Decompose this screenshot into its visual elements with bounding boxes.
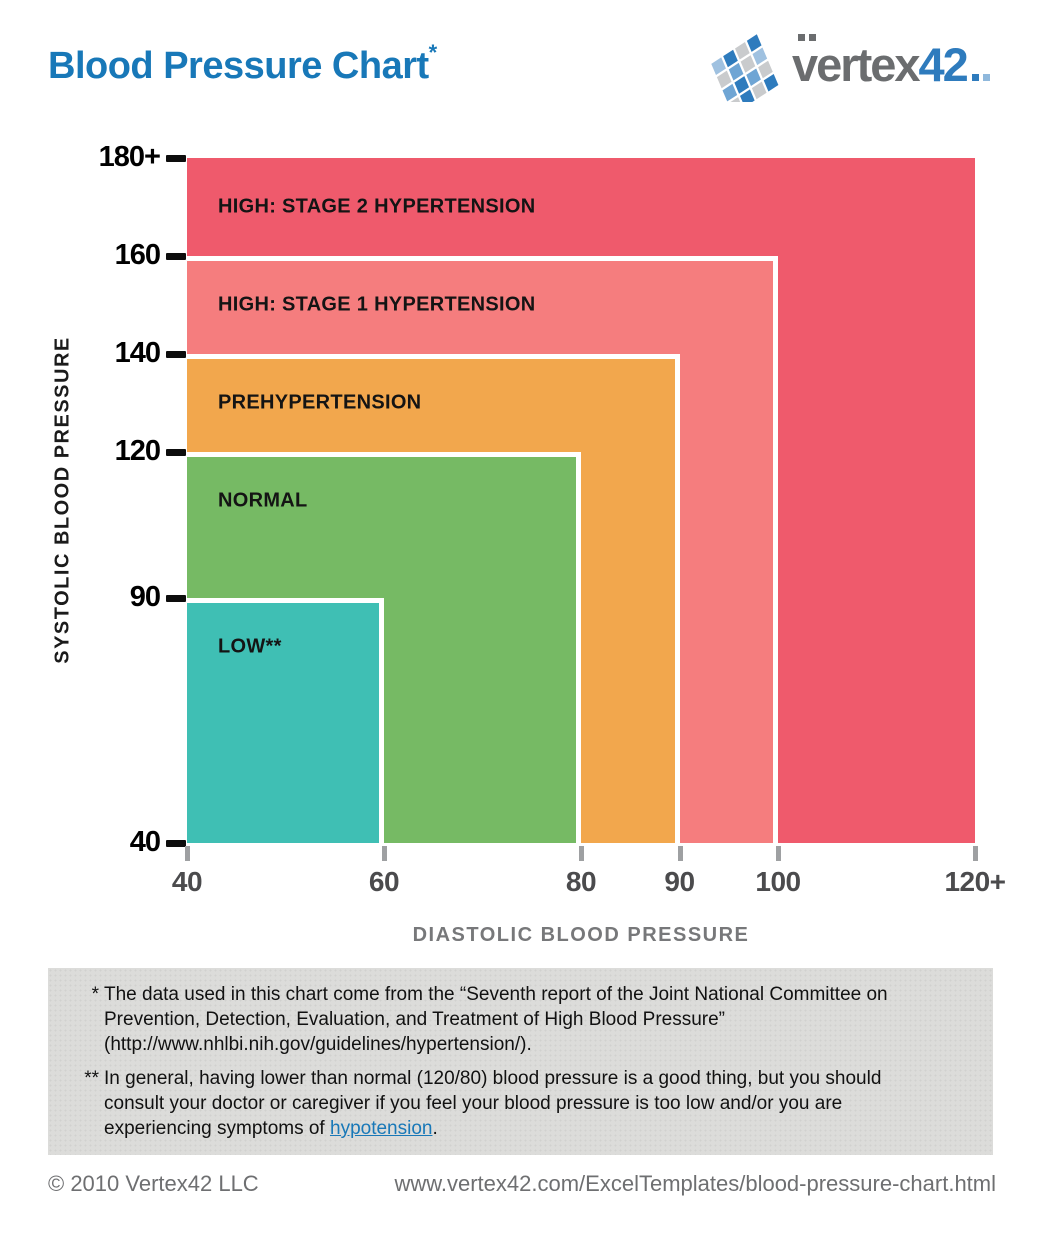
region-label: LOW** [218, 635, 282, 658]
region-label: NORMAL [218, 489, 308, 512]
footnote-marker: * [91, 984, 99, 1005]
y-axis-tick [166, 840, 186, 847]
title-asterisk: * [428, 40, 438, 65]
x-axis-tick [382, 846, 387, 861]
region-label: HIGH: STAGE 2 HYPERTENSION [218, 195, 536, 218]
y-axis-tick [166, 252, 186, 260]
page-title: Blood Pressure Chart* [48, 40, 438, 87]
footnote-source: * The data used in this chart come from … [48, 982, 993, 1057]
x-axis-tick [185, 846, 190, 861]
y-axis-tick-label: 160 [114, 238, 161, 271]
chart-region-low [187, 598, 384, 843]
region-label: HIGH: STAGE 1 HYPERTENSION [218, 293, 536, 316]
y-axis-tick [166, 595, 186, 603]
logo-trailing-dots [971, 73, 979, 81]
hypotension-link[interactable]: hypotension [330, 1118, 433, 1139]
x-axis-tick [677, 846, 683, 861]
x-axis-tick-label: 100 [755, 866, 801, 897]
logo-umlaut-dots [798, 33, 805, 41]
vertex42-wordmark: vertex42 [792, 33, 979, 88]
y-axis-tick-label: 120 [114, 434, 161, 467]
y-axis-tick [166, 155, 186, 162]
copyright-text: © 2010 Vertex42 LLC [48, 1171, 259, 1196]
x-axis-tick-label: 90 [664, 866, 695, 897]
x-axis-tick-label: 60 [368, 866, 400, 897]
x-axis-title: DIASTOLIC BLOOD PRESSURE [412, 924, 750, 946]
y-axis-tick-label: 180+ [98, 141, 161, 173]
footnote-text-line: consult your doctor or caregiver if you … [104, 1093, 843, 1114]
footnote-text-line: (http://www.nhlbi.nih.gov/guidelines/hyp… [104, 1034, 532, 1055]
x-axis-tick-label: 40 [171, 866, 203, 897]
x-axis-tick [973, 846, 978, 861]
region-label: PREHYPERTENSION [218, 391, 422, 414]
footer-url: www.vertex42.com/ExcelTemplates/blood-pr… [394, 1171, 996, 1196]
vertex42-logo: vertex42 [708, 26, 979, 102]
y-axis-tick [166, 448, 186, 456]
y-axis-title: SYSTOLIC BLOOD PRESSURE [51, 336, 74, 664]
x-axis-tick-label: 80 [565, 866, 597, 897]
x-axis-tick [579, 846, 584, 861]
x-axis-tick-label: 120+ [944, 866, 1006, 897]
footnote-text-line: experiencing symptoms of hypotension. [104, 1118, 438, 1139]
footnotes-panel: * The data used in this chart come from … [48, 968, 993, 1155]
footnote-text-line: The data used in this chart come from th… [104, 984, 888, 1005]
footnote-low-bp: ** In general, having lower than normal … [48, 1066, 993, 1141]
plot-area: HIGH: STAGE 2 HYPERTENSION HIGH: STAGE 1 … [187, 158, 975, 843]
y-axis-tick-label: 140 [114, 336, 161, 369]
x-axis-tick [776, 846, 781, 861]
y-axis-tick [166, 350, 186, 358]
vertex42-mosaic-icon [711, 34, 779, 102]
footnote-text-line: In general, having lower than normal (12… [104, 1068, 882, 1089]
y-axis-tick-label: 40 [129, 826, 161, 858]
y-axis-tick-label: 90 [129, 581, 161, 614]
footnote-marker: ** [84, 1068, 99, 1089]
footnote-text-line: Prevention, Detection, Evaluation, and T… [104, 1009, 726, 1030]
